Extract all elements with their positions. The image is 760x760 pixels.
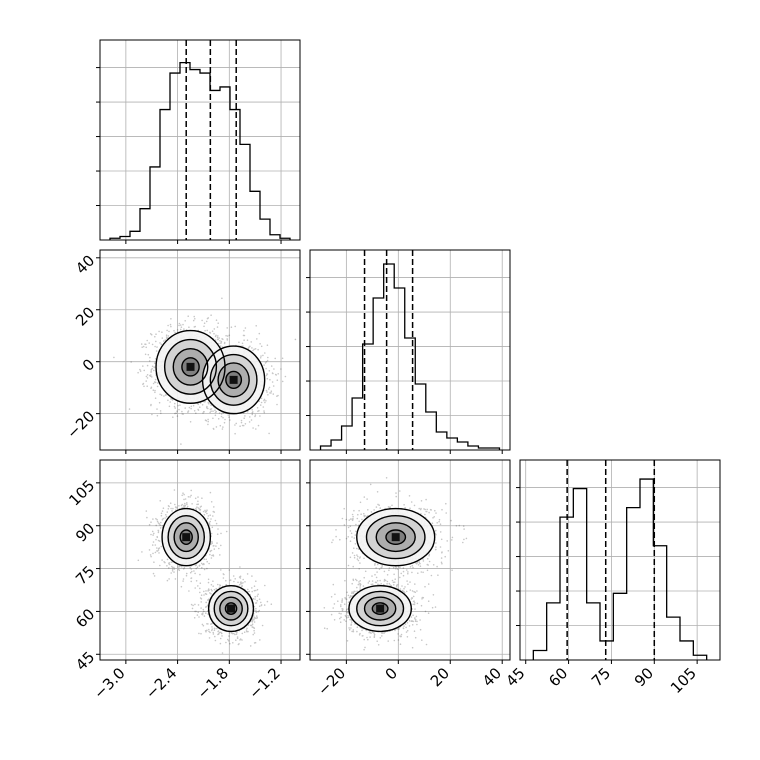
density-peak (391, 533, 400, 542)
contour-line (356, 590, 405, 627)
histogram-panel-1 (96, 39, 301, 244)
contour-line (348, 585, 412, 633)
contour-line (356, 507, 436, 567)
contour-line (224, 602, 238, 615)
axes-frame (99, 459, 301, 661)
contour-line (219, 596, 243, 621)
contour-line (217, 362, 250, 398)
histogram-panel-3: 45 60 75 90 105 (502, 459, 721, 697)
axes-frame (309, 249, 511, 451)
contour-line (207, 585, 255, 633)
density-peak (376, 604, 385, 613)
density-panel-3: −20 0 20 40 (306, 459, 511, 699)
histogram-step-line (319, 263, 501, 450)
contour-line (179, 529, 193, 545)
density-peak (182, 533, 191, 542)
contour-line (167, 515, 206, 560)
density-peak (227, 604, 236, 613)
density-contents (323, 477, 468, 651)
contour-line (375, 522, 416, 553)
contour-line (371, 602, 389, 615)
axes-frame (99, 249, 301, 451)
contour-line (209, 353, 258, 406)
contour-line (213, 590, 249, 627)
contour-line (225, 370, 243, 390)
contour-line (161, 507, 212, 567)
histogram-panel-2 (306, 249, 511, 454)
contour-line (365, 515, 426, 560)
contour-line (155, 329, 226, 404)
contour-line (363, 596, 397, 621)
contour-line (201, 345, 266, 415)
axes-frame (99, 39, 301, 241)
density-peak (186, 362, 195, 371)
density-peak (229, 375, 238, 384)
contour-line (163, 338, 218, 395)
density-contents (137, 489, 273, 654)
contour-line (385, 529, 407, 545)
contour-line (172, 348, 209, 386)
axes-frame (309, 459, 511, 661)
density-contents (113, 297, 297, 450)
histogram-step-line (109, 61, 291, 240)
axes-frame (519, 459, 721, 661)
contour-line (173, 522, 199, 553)
contour-line (181, 357, 200, 377)
histogram-step-line (532, 478, 708, 660)
